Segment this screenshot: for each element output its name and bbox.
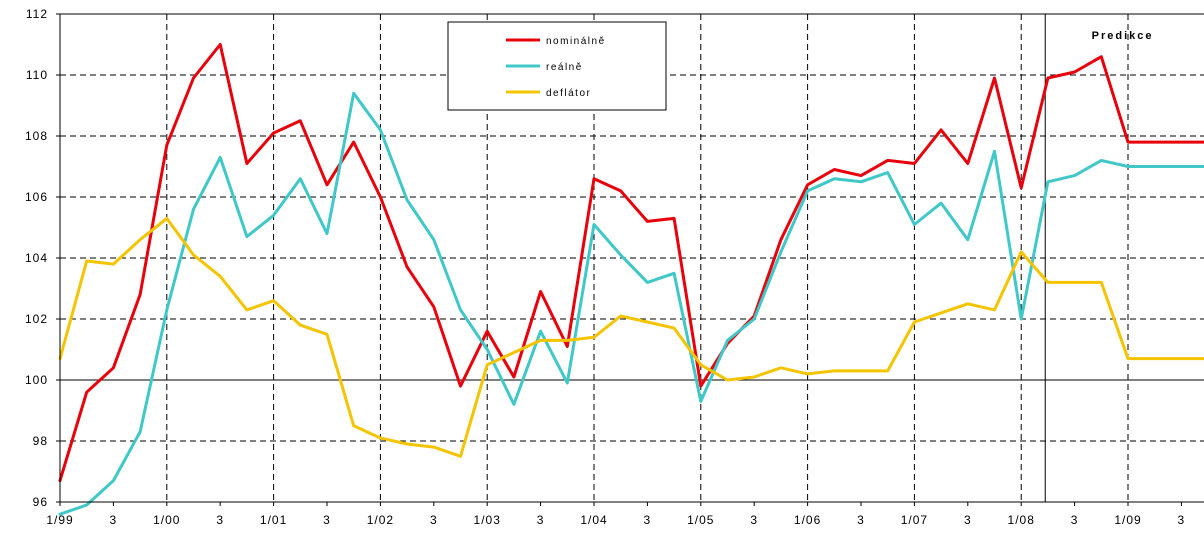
y-tick-label: 106 [25, 190, 48, 204]
x-tick-label: 1/05 [687, 513, 714, 527]
x-tick-label: 1/04 [580, 513, 607, 527]
x-tick-label: 1/01 [260, 513, 287, 527]
series-line-1 [58, 43, 1204, 483]
legend-box [447, 21, 667, 111]
tick-labels: 96 98 100 102 104 106 108 110 112 1/99 3 1/00 3 1/01 3… [25, 7, 1186, 527]
x-tick-label: 1/09 [1114, 513, 1141, 527]
x-tick-label: 1/02 [367, 513, 394, 527]
legend: nominálně reálně deflátor [447, 21, 667, 111]
series-line-3 [58, 216, 1204, 458]
x-tick-label: 1/99 [46, 513, 73, 527]
series-line-2 [58, 91, 1204, 516]
y-tick-label: 112 [26, 7, 48, 21]
y-tick-label: 102 [25, 312, 48, 326]
y-tick-label: 110 [26, 68, 48, 82]
legend-label-2: reálně [546, 62, 583, 73]
y-tick-label: 98 [33, 434, 48, 448]
legend-label-3: deflátor [546, 88, 591, 99]
x-tick-label: 3 [857, 513, 865, 527]
legend-label-1: nominálně [546, 36, 606, 47]
x-tick-label: 3 [537, 513, 545, 527]
y-tick-label: 104 [25, 251, 48, 265]
x-tick-label: 1/03 [474, 513, 501, 527]
x-tick-label: 1/06 [794, 513, 821, 527]
x-tick-label: 3 [216, 513, 224, 527]
x-tick-label: 3 [644, 513, 652, 527]
y-tick-label: 100 [25, 373, 48, 387]
x-tick-label: 3 [430, 513, 438, 527]
x-tick-label: 3 [1071, 513, 1079, 527]
x-tick-label: 1/00 [153, 513, 180, 527]
y-tick-label: 108 [25, 129, 48, 143]
x-tick-label: 3 [323, 513, 331, 527]
x-tick-label: 3 [964, 513, 972, 527]
y-tick-label: 96 [33, 495, 48, 509]
x-tick-label: 3 [750, 513, 758, 527]
prediction-label: Predikce [1092, 30, 1154, 42]
x-tick-label: 1/07 [901, 513, 928, 527]
axes [56, 13, 1204, 506]
x-tick-label: 3 [1178, 513, 1186, 527]
series-lines [58, 43, 1204, 516]
x-tick-label: 1/08 [1008, 513, 1035, 527]
x-tick-label: 3 [110, 513, 118, 527]
